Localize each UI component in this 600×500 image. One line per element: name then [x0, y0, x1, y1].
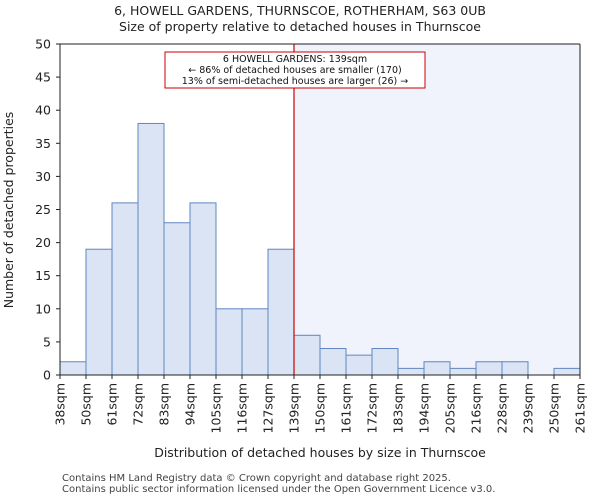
bar-94sqm — [189, 202, 217, 376]
larger-region-highlight — [294, 44, 580, 375]
bar-61sqm — [111, 202, 139, 376]
chart-title: 6, HOWELL GARDENS, THURNSCOE, ROTHERHAM,… — [114, 3, 486, 18]
x-tick-label-216sqm: 216sqm — [469, 383, 484, 433]
bar-228sqm — [501, 361, 529, 376]
x-tick-label-127sqm: 127sqm — [261, 383, 276, 433]
y-tick-label-15: 15 — [35, 268, 51, 283]
bar-183sqm — [397, 367, 425, 376]
bar-150sqm — [319, 348, 347, 376]
y-tick-label-25: 25 — [35, 202, 51, 217]
x-tick-label-150sqm: 150sqm — [313, 383, 328, 433]
bar-116sqm — [241, 308, 269, 376]
x-tick-label-116sqm: 116sqm — [235, 383, 250, 433]
bar-83sqm — [163, 222, 191, 376]
bar-194sqm — [423, 361, 451, 376]
x-tick-label-239sqm: 239sqm — [521, 383, 536, 433]
x-tick-label-38sqm: 38sqm — [53, 383, 68, 426]
bar-50sqm — [85, 248, 113, 376]
x-tick-label-194sqm: 194sqm — [417, 383, 432, 433]
bar-105sqm — [215, 308, 243, 376]
footer-line-1: Contains HM Land Registry data © Crown c… — [62, 473, 451, 484]
annotation-line-2: ← 86% of detached houses are smaller (17… — [188, 65, 401, 76]
annotation-line-1: 6 HOWELL GARDENS: 139sqm — [223, 54, 367, 65]
x-tick-label-105sqm: 105sqm — [209, 383, 224, 433]
x-tick-label-183sqm: 183sqm — [391, 383, 406, 433]
footer-line-2: Contains public sector information licen… — [62, 484, 496, 495]
annotation-line-3: 13% of semi-detached houses are larger (… — [182, 76, 409, 87]
chart-subtitle: Size of property relative to detached ho… — [119, 19, 481, 34]
x-tick-label-250sqm: 250sqm — [547, 383, 562, 433]
x-tick-label-228sqm: 228sqm — [495, 383, 510, 433]
x-tick-label-50sqm: 50sqm — [79, 383, 94, 426]
x-tick-label-139sqm: 139sqm — [287, 383, 302, 433]
x-tick-label-205sqm: 205sqm — [443, 383, 458, 433]
x-tick-label-94sqm: 94sqm — [183, 383, 198, 426]
y-tick-label-35: 35 — [35, 136, 51, 151]
y-tick-label-0: 0 — [43, 368, 51, 383]
bar-139sqm — [293, 334, 321, 376]
bar-216sqm — [475, 361, 503, 376]
bar-250sqm — [553, 367, 581, 376]
y-tick-label-10: 10 — [35, 301, 51, 316]
x-tick-label-172sqm: 172sqm — [365, 383, 380, 433]
bar-127sqm — [267, 248, 295, 376]
y-tick-label-40: 40 — [35, 103, 51, 118]
bar-38sqm — [59, 361, 87, 376]
x-axis-label: Distribution of detached houses by size … — [154, 445, 486, 460]
x-tick-label-261sqm: 261sqm — [573, 383, 588, 433]
y-tick-label-45: 45 — [35, 70, 51, 85]
bar-205sqm — [449, 367, 477, 376]
y-tick-label-30: 30 — [35, 169, 51, 184]
bar-72sqm — [137, 122, 165, 376]
y-tick-label-5: 5 — [43, 334, 51, 349]
x-tick-label-83sqm: 83sqm — [157, 383, 172, 426]
x-tick-label-161sqm: 161sqm — [339, 383, 354, 433]
annotation-box — [164, 51, 426, 89]
x-tick-label-72sqm: 72sqm — [131, 383, 146, 426]
y-tick-label-50: 50 — [35, 37, 51, 52]
bar-161sqm — [345, 354, 373, 376]
y-tick-label-20: 20 — [35, 235, 51, 250]
y-axis-label: Number of detached properties — [1, 112, 16, 309]
bar-172sqm — [371, 348, 399, 376]
footer-attribution: Contains HM Land Registry data © Crown c… — [62, 473, 495, 495]
x-tick-label-61sqm: 61sqm — [105, 383, 120, 426]
